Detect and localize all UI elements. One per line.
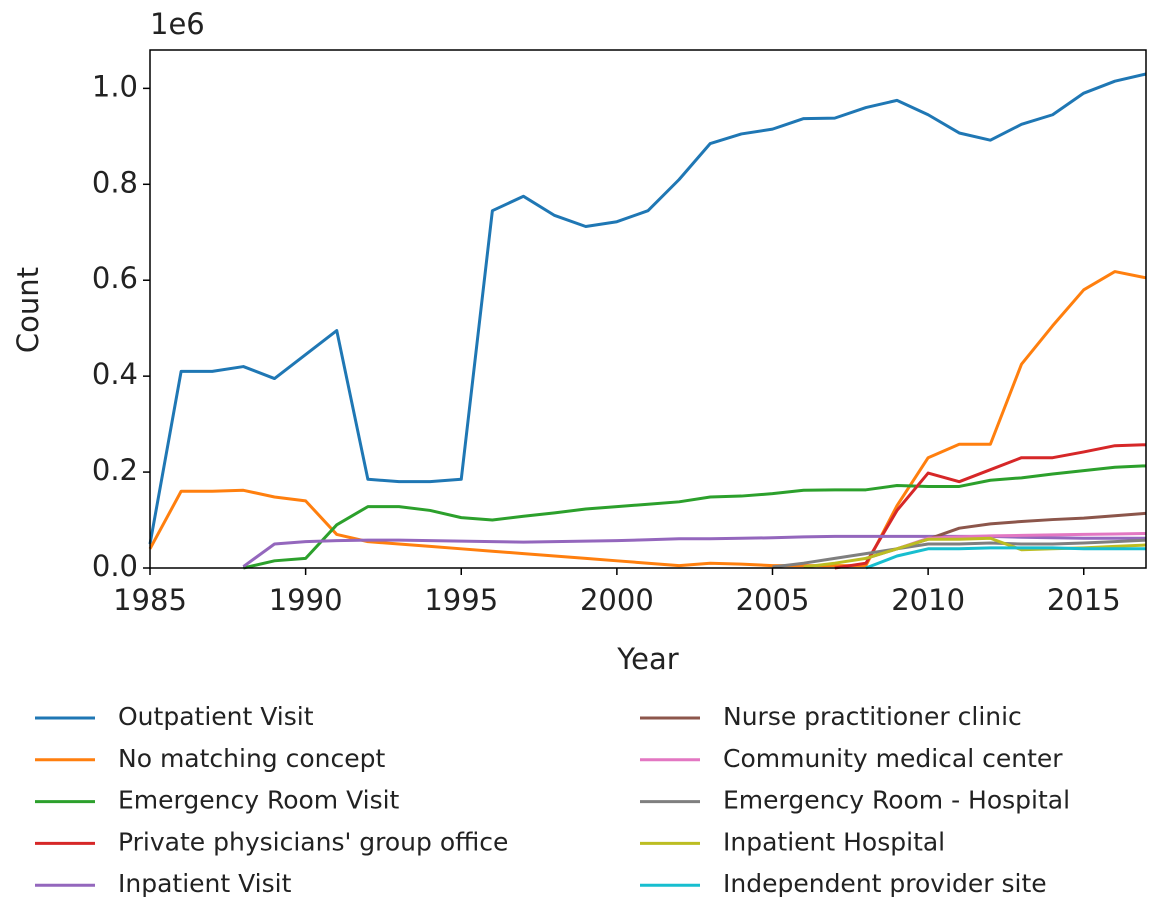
x-tick-label: 2000 <box>580 583 654 617</box>
plot-frame <box>149 49 1147 569</box>
series-line <box>772 538 1147 569</box>
legend-label: Outpatient Visit <box>118 702 314 731</box>
legend-label: Emergency Room - Hospital <box>723 786 1070 815</box>
y-tick-label: 0.6 <box>92 261 138 295</box>
y-tick-label: 0.2 <box>92 453 138 487</box>
y-tick-label: 0.8 <box>92 165 138 199</box>
x-tick-label: 1985 <box>113 583 187 617</box>
series-line <box>148 270 1147 568</box>
y-tick-label: 0.0 <box>92 549 138 583</box>
series-line <box>148 72 1147 545</box>
y-axis-label: Count <box>11 267 45 353</box>
series-line <box>243 464 1147 570</box>
legend-label: Private physicians' group office <box>118 827 508 856</box>
legend-label: Independent provider site <box>723 869 1047 898</box>
y-tick-label: 0.4 <box>92 357 138 391</box>
x-tick-label: 2010 <box>891 583 965 617</box>
legend-label: Community medical center <box>723 744 1063 773</box>
x-tick-label: 2005 <box>736 583 810 617</box>
x-axis-label: Year <box>616 642 678 676</box>
legend-label: Inpatient Hospital <box>723 827 945 856</box>
series-line <box>242 534 1146 568</box>
x-tick-label: 2015 <box>1047 583 1121 617</box>
legend-label: Nurse practitioner clinic <box>723 702 1022 731</box>
x-tick-label: 1995 <box>424 583 498 617</box>
series-line <box>834 443 1147 570</box>
x-tick-label: 1990 <box>269 583 343 617</box>
y-tick-label: 1.0 <box>92 69 138 103</box>
y-offset-label: 1e6 <box>150 7 205 41</box>
legend-label: No matching concept <box>118 744 385 773</box>
series-line <box>865 546 1146 570</box>
legend-label: Emergency Room Visit <box>118 786 400 815</box>
legend-label: Inpatient Visit <box>118 869 292 898</box>
